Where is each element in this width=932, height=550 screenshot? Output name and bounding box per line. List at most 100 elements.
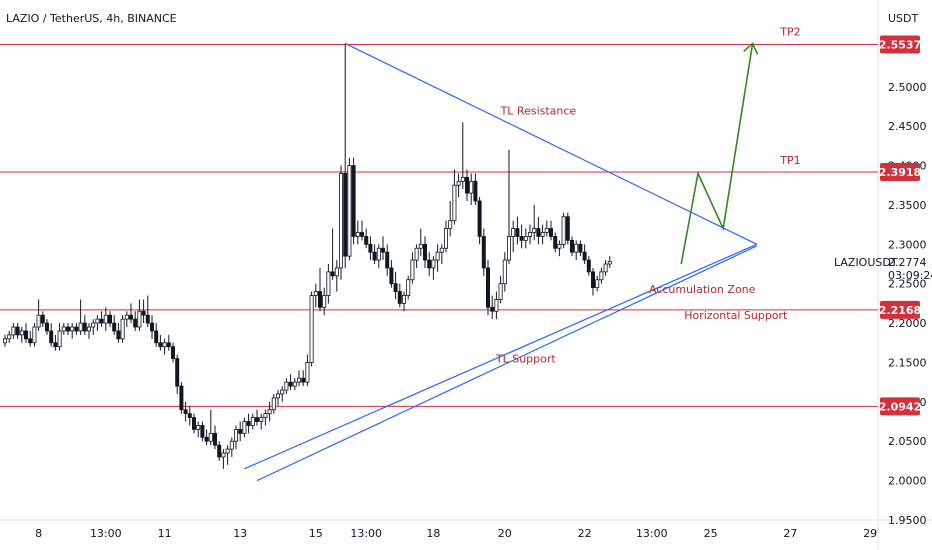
candle-body	[549, 228, 554, 237]
candle-body	[288, 381, 293, 387]
candle-body	[347, 165, 352, 257]
candle-body	[78, 322, 83, 332]
x-tick-label: 25	[704, 527, 718, 540]
candle-body	[326, 271, 331, 296]
candle-body	[376, 247, 381, 261]
candle-body	[389, 267, 394, 285]
annotation-label: Horizontal Support	[684, 309, 788, 322]
candle-body	[179, 385, 184, 411]
candle-body	[103, 314, 108, 324]
candle-body	[296, 377, 301, 383]
y-tick-label: 2.2500	[888, 278, 927, 291]
candle-body	[393, 283, 398, 292]
candle-body	[460, 176, 465, 182]
x-tick-label: 13:00	[350, 527, 382, 540]
candle-body	[137, 310, 142, 328]
candle-body	[187, 413, 192, 418]
candle-body	[271, 397, 276, 411]
x-tick-label: 18	[426, 527, 440, 540]
candle-body	[95, 318, 100, 324]
candle-body	[330, 271, 335, 277]
x-tick-label: 27	[783, 527, 797, 540]
y-tick-label: 2.1500	[888, 356, 927, 369]
candle-body	[36, 314, 41, 328]
y-tick-label: 1.9500	[888, 514, 927, 527]
candle-body	[435, 251, 440, 261]
chart-title: LAZIO / TetherUS, 4h, BINANCE	[6, 12, 177, 25]
candle-body	[191, 417, 196, 430]
candle-body	[317, 291, 322, 308]
last-price-label: 2.2774	[888, 256, 927, 269]
x-tick-label: 20	[498, 527, 512, 540]
candle-body	[154, 330, 159, 344]
price-tag	[880, 397, 920, 416]
candle-body	[91, 322, 96, 328]
candle-body	[141, 310, 146, 316]
candle-body	[112, 322, 117, 332]
candle-body	[166, 342, 171, 348]
candle-body	[313, 291, 318, 296]
candle-body	[414, 247, 419, 261]
candle-body	[53, 342, 58, 348]
candle-body	[225, 448, 230, 454]
candle-body	[570, 239, 575, 253]
candle-body	[145, 314, 150, 324]
candle-body	[368, 243, 373, 253]
candle-body	[280, 389, 285, 395]
price-tag	[880, 35, 920, 54]
annotation-label: Accumulation Zone	[649, 283, 756, 296]
candle-body	[422, 243, 427, 261]
candle-body	[23, 330, 28, 340]
candle-body	[464, 176, 469, 194]
candle-body	[578, 243, 583, 253]
candle-body	[536, 228, 541, 237]
candle-body	[532, 228, 537, 233]
candle-body	[380, 247, 385, 253]
candle-body	[309, 295, 314, 363]
candle-body	[372, 251, 377, 261]
candle-body	[233, 429, 238, 442]
candle-body	[250, 417, 255, 426]
candle-body	[322, 295, 327, 308]
price-tag	[880, 300, 920, 319]
price-tag-label: 2.0942	[879, 400, 921, 413]
x-tick-label: 13:00	[636, 527, 668, 540]
candle-body	[99, 318, 104, 324]
candle-body	[427, 259, 432, 269]
price-tag-label: 2.5537	[879, 38, 921, 51]
candle-body	[124, 314, 129, 320]
candle-body	[595, 279, 600, 289]
candle-body	[490, 306, 495, 312]
candle-body	[557, 243, 562, 249]
candle-body	[553, 236, 558, 249]
candle-body	[208, 432, 213, 442]
candle-body	[506, 236, 511, 261]
candle-body	[254, 417, 259, 422]
candle-body	[61, 326, 66, 332]
annotation-label: TL Support	[495, 352, 557, 365]
annotation-label: TP2	[779, 26, 800, 39]
candle-body	[607, 261, 612, 265]
candle-body	[32, 326, 37, 344]
candle-body	[82, 322, 87, 332]
candle-body	[544, 228, 549, 233]
candle-body	[87, 326, 92, 332]
candle-body	[238, 429, 243, 434]
projection-path	[680, 43, 754, 265]
x-tick-label: 29	[863, 527, 877, 540]
x-tick-label: 8	[35, 527, 42, 540]
projection-arrowhead	[743, 42, 759, 55]
candle-body	[229, 440, 234, 450]
y-tick-label: 2.0000	[888, 475, 927, 488]
candle-body	[263, 413, 268, 418]
candle-body	[66, 326, 71, 332]
candle-body	[246, 421, 251, 426]
candle-body	[200, 425, 205, 438]
y-tick-label: 2.2000	[888, 317, 927, 330]
candle-body	[116, 330, 121, 340]
candle-body	[57, 330, 62, 348]
candle-body	[158, 342, 163, 348]
candle-body	[582, 251, 587, 261]
